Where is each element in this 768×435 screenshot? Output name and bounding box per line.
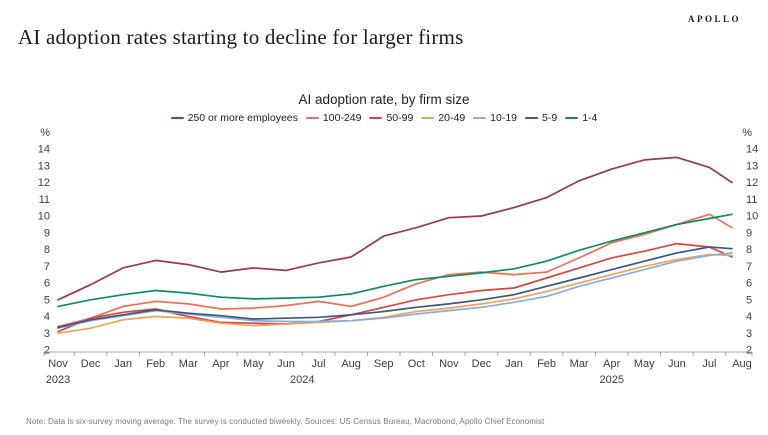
y-axis-label-left: 9 xyxy=(44,227,50,239)
x-axis-label: Jan xyxy=(505,358,523,370)
x-axis-label: Jun xyxy=(668,358,686,370)
y-axis-unit-right: % xyxy=(742,127,752,139)
line-chart: 14 14 13 13 12 12 11 11 10 10 9 9 8 8 7 7 6 6 5 5 4 4 3 3 2 2% % No… xyxy=(38,127,759,386)
legend-item-1-4: 1-4 xyxy=(565,112,597,124)
legend-swatch-icon xyxy=(305,116,319,120)
legend-swatch-icon xyxy=(525,116,539,120)
x-axis-label: Aug xyxy=(341,358,361,370)
y-axis-label-right: 11 xyxy=(746,194,757,206)
y-axis-label-right: 7 xyxy=(746,261,752,273)
series-line-100-249 xyxy=(57,213,733,328)
legend-label: 1-4 xyxy=(582,112,598,124)
legend-swatch-icon xyxy=(473,116,487,120)
y-axis-label-left: 4 xyxy=(44,311,50,323)
legend-label: 250 or more employees xyxy=(187,112,298,124)
legend-label: 20-49 xyxy=(438,112,466,124)
legend-item-100-249: 100-249 xyxy=(305,112,362,124)
series-line-250-or-more-employees xyxy=(57,156,733,301)
legend-label: 10-19 xyxy=(490,112,518,124)
legend-item-250-or-more-employees: 250 or more employees xyxy=(170,112,298,124)
legend-item-5-9: 5-9 xyxy=(525,112,557,124)
y-axis-label-right: 2 xyxy=(746,345,752,357)
x-axis-label: Jul xyxy=(702,358,716,370)
y-axis-label-right: 6 xyxy=(746,278,752,290)
y-axis-label-right: 5 xyxy=(746,294,752,306)
x-axis-label: Nov xyxy=(439,358,459,370)
y-axis-label-left: 2 xyxy=(44,345,50,357)
x-axis-year-label: 2025 xyxy=(599,374,623,386)
series-line-20-49 xyxy=(57,253,733,335)
legend-item-10-19: 10-19 xyxy=(473,112,517,124)
legend-item-50-99: 50-99 xyxy=(369,112,413,124)
x-axis-label: Apr xyxy=(212,358,229,370)
x-axis-label: Dec xyxy=(81,358,101,370)
x-axis-label: May xyxy=(243,358,264,370)
legend-item-20-49: 20-49 xyxy=(421,112,465,124)
x-axis-label: Dec xyxy=(472,358,492,370)
legend-swatch-icon xyxy=(421,116,435,120)
y-axis-label-left: 8 xyxy=(44,244,50,256)
x-axis-label: Mar xyxy=(570,358,589,370)
x-axis-label: Apr xyxy=(603,358,620,370)
y-axis-label-left: 13 xyxy=(38,160,50,172)
y-axis-label-left: 6 xyxy=(44,278,50,290)
x-axis-label: Feb xyxy=(537,358,556,370)
source-footnote: Note: Data is six-survey moving average.… xyxy=(26,417,545,426)
y-axis-label-right: 3 xyxy=(746,328,752,340)
legend-swatch-icon xyxy=(170,116,184,120)
x-axis-label: Nov xyxy=(48,358,68,370)
y-axis-label-right: 10 xyxy=(746,211,758,223)
legend-swatch-icon xyxy=(565,116,579,120)
series-line-1-4 xyxy=(57,213,733,308)
x-axis-label: Feb xyxy=(146,358,165,370)
x-axis-label: Sep xyxy=(374,358,394,370)
y-axis-label-left: 12 xyxy=(38,177,50,189)
y-axis-label-left: 7 xyxy=(44,261,50,273)
x-axis-label: May xyxy=(634,358,655,370)
y-axis-unit-left: % xyxy=(40,127,50,139)
legend-swatch-icon xyxy=(369,116,383,120)
page-title: AI adoption rates starting to decline fo… xyxy=(18,25,464,49)
x-axis-label: Jan xyxy=(114,358,132,370)
y-axis-label-right: 13 xyxy=(746,160,758,172)
legend-label: 5-9 xyxy=(542,112,558,124)
series-line-50-99 xyxy=(57,242,733,333)
y-axis-label-right: 12 xyxy=(746,177,758,189)
chart-legend: 250 or more employees 100-249 50-99 20-49 10… xyxy=(0,112,768,124)
x-axis-year-label: 2024 xyxy=(290,374,314,386)
x-axis-label: Aug xyxy=(732,358,752,370)
y-axis-label-left: 14 xyxy=(38,144,50,156)
x-axis-label: Jun xyxy=(277,358,295,370)
series-line-5-9 xyxy=(57,246,733,329)
y-axis-label-left: 11 xyxy=(39,194,50,206)
x-axis-year-label: 2023 xyxy=(46,374,70,386)
x-axis-label: Mar xyxy=(179,358,198,370)
y-axis-label-right: 8 xyxy=(746,244,752,256)
y-axis-label-left: 10 xyxy=(38,211,50,223)
x-axis-label: Oct xyxy=(408,358,425,370)
legend-label: 50-99 xyxy=(386,112,414,124)
chart-title: AI adoption rate, by firm size xyxy=(298,92,470,107)
y-axis-label-right: 14 xyxy=(746,144,758,156)
y-axis-label-left: 3 xyxy=(44,328,50,340)
x-axis-label: Jul xyxy=(312,358,326,370)
legend-label: 100-249 xyxy=(322,112,362,124)
y-axis-label-left: 5 xyxy=(44,294,50,306)
apollo-logo: APOLLO xyxy=(687,14,741,24)
y-axis-label-right: 9 xyxy=(746,227,752,239)
y-axis-label-right: 4 xyxy=(746,311,752,323)
